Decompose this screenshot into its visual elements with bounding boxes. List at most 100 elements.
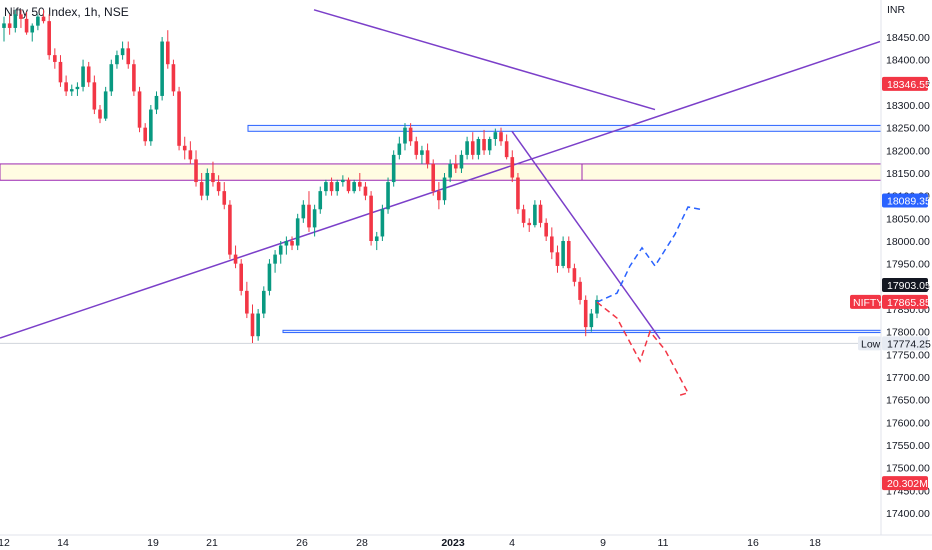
candle [414,136,419,160]
badge-value: 17774.25 [887,338,931,350]
candle [318,186,323,214]
y-tick-label: 17650.00 [886,395,930,407]
candle [228,200,232,260]
candle [211,161,215,187]
candle [13,9,18,33]
badge-value: 20.302M [887,478,928,490]
candle [165,30,170,69]
x-tick-label: 28 [356,537,368,549]
candle [544,218,548,241]
candle [2,16,6,42]
candle [92,75,97,115]
candle [408,123,413,146]
badge-value: 17903.05 [887,280,931,292]
candle-body [386,182,390,210]
candle-body [256,313,260,337]
candle-body [295,218,300,246]
candle [352,179,356,194]
candle [442,173,447,205]
candle-body [109,64,114,92]
candle [143,123,147,146]
candle-body [222,191,227,205]
time-axis: 12 14 19 21 26 28 2023 4 9 11 16 18 [0,537,821,549]
candle-body [555,252,560,266]
candle [137,86,142,133]
badge-value-bg [882,193,928,208]
candle-body [442,177,447,201]
price-badge: Low 17774.25 [858,336,931,351]
candle [358,173,362,192]
candle [578,277,582,305]
candle-body [205,173,210,196]
candle-body [454,163,458,169]
candle-body [403,127,407,144]
candle [527,218,532,232]
trendline-1 [0,40,881,339]
candle [516,173,520,214]
candle [75,82,80,96]
candle [149,105,153,146]
candle-body [154,95,159,110]
price-badge: 18089.35 [882,193,931,208]
candle [194,150,198,187]
candle-body [425,150,430,164]
candle [374,231,379,251]
x-tick-label: 18 [809,537,821,549]
candle-body [329,182,334,192]
candle [222,182,227,210]
candle-body [504,141,509,158]
candle-body [341,179,345,183]
candle [566,236,571,273]
candle [256,309,260,341]
candle-body [103,91,108,119]
candle-body [245,290,249,314]
candle-body [24,18,29,33]
candle [329,177,334,196]
candle-body [86,66,91,83]
y-tick-label: 18300.00 [886,100,930,112]
candle [261,286,266,319]
x-tick-label: 9 [600,537,606,549]
candle [493,128,498,146]
candle-body [448,163,452,178]
candle [295,213,300,251]
badge-label-bg [858,336,881,351]
candle-body [233,254,238,264]
candle [171,59,176,96]
candle [335,179,340,196]
candle-body [53,55,57,62]
zone-2 [282,329,882,334]
candle [307,191,311,232]
candle [177,86,181,151]
candle [312,204,317,237]
candle-body [239,263,243,291]
y-tick-label: 18150.00 [886,168,930,180]
candle [459,150,464,173]
candle [278,241,283,264]
candle [36,14,40,31]
candle-body [290,241,294,246]
candle-body [41,16,46,22]
candle [30,23,35,42]
candle-body [30,25,35,33]
candle-body [182,145,187,151]
y-tick-label: 17950.00 [886,259,930,271]
zone-0 [247,124,882,132]
badge-value: 18089.35 [887,195,931,207]
y-tick-label: 17400.00 [886,508,930,520]
candle [267,259,272,296]
zones-layer [0,124,882,344]
candle [550,227,554,260]
candle-body [273,254,277,264]
candle [86,61,91,87]
candle [250,304,255,343]
candle-body [7,23,12,28]
candle-body [369,195,373,241]
projections-layer [596,206,701,396]
candle [160,37,164,101]
candle [380,204,385,241]
candle-body [13,14,18,28]
candle-body [499,132,503,142]
candle-body [550,236,554,253]
